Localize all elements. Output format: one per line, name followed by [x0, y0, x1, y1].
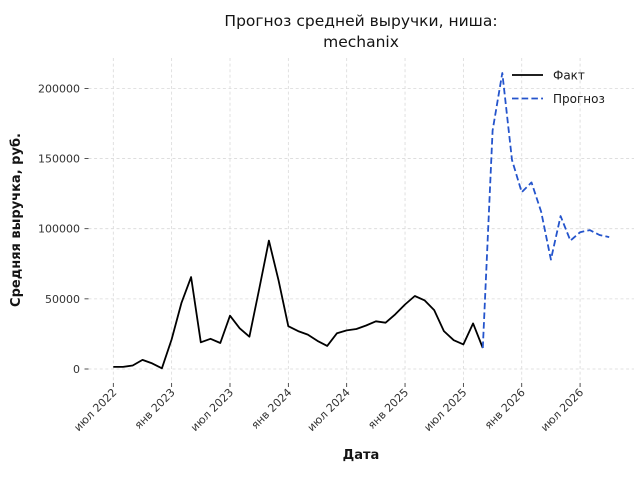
x-tick-label: июл 2024 — [305, 386, 353, 434]
x-axis-label: Дата — [343, 448, 380, 463]
x-tick-label: июл 2025 — [421, 386, 469, 434]
x-tick-label: июл 2026 — [538, 386, 586, 434]
x-tick-label: янв 2025 — [365, 386, 411, 432]
legend: Факт Прогноз — [512, 69, 605, 106]
x-tick-label: июл 2023 — [188, 386, 236, 434]
legend-forecast-label: Прогноз — [553, 92, 605, 106]
legend-fact-label: Факт — [553, 69, 585, 83]
chart-title-line2: mechanix — [323, 33, 399, 51]
y-tick-label: 100000 — [38, 223, 80, 236]
y-tick-label: 200000 — [38, 82, 80, 95]
forecast-line — [481, 72, 610, 349]
chart-title-line1: Прогноз средней выручки, ниша: — [224, 12, 497, 30]
y-axis-label: Средняя выручка, руб. — [9, 133, 24, 307]
axis-tick-marks — [84, 88, 581, 387]
x-tick-label: янв 2024 — [249, 386, 295, 432]
y-tick-labels: 0 50000 100000 150000 200000 — [38, 82, 80, 376]
x-tick-label: янв 2023 — [132, 386, 178, 432]
y-tick-label: 150000 — [38, 153, 80, 166]
y-tick-label: 50000 — [45, 293, 80, 306]
series-lines — [113, 72, 610, 370]
x-tick-labels: июл 2022 янв 2023 июл 2023 янв 2024 июл 2024… — [71, 386, 586, 434]
x-tick-label: июл 2022 — [71, 386, 119, 434]
vertical-gridlines — [112, 58, 581, 383]
x-tick-label: янв 2026 — [482, 386, 528, 432]
y-tick-label: 0 — [73, 363, 80, 376]
horizontal-gridlines — [88, 88, 634, 370]
fact-line — [113, 239, 484, 370]
